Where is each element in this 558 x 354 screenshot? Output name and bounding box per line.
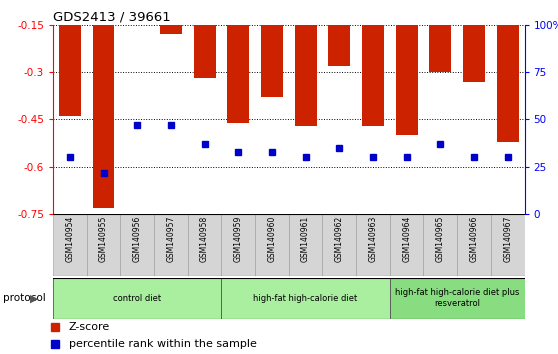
Text: GSM140955: GSM140955: [99, 216, 108, 262]
Text: protocol: protocol: [3, 293, 46, 303]
Text: percentile rank within the sample: percentile rank within the sample: [69, 339, 257, 349]
Text: GSM140961: GSM140961: [301, 216, 310, 262]
Bar: [289, 214, 323, 276]
Text: GSM140965: GSM140965: [436, 216, 445, 262]
Bar: [463, 25, 485, 82]
Bar: [261, 25, 283, 97]
Bar: [86, 214, 121, 276]
Text: GSM140958: GSM140958: [200, 216, 209, 262]
Text: GDS2413 / 39661: GDS2413 / 39661: [53, 11, 171, 24]
Bar: [194, 25, 215, 79]
Text: high-fat high-calorie diet: high-fat high-calorie diet: [253, 294, 358, 303]
Text: GSM140967: GSM140967: [503, 216, 512, 262]
Bar: [53, 214, 86, 276]
Bar: [356, 214, 390, 276]
Bar: [491, 214, 525, 276]
Bar: [227, 25, 249, 122]
Text: control diet: control diet: [113, 294, 161, 303]
Text: GSM140964: GSM140964: [402, 216, 411, 262]
Bar: [362, 25, 384, 126]
Text: GSM140966: GSM140966: [469, 216, 479, 262]
Bar: [323, 214, 356, 276]
Bar: [396, 25, 417, 135]
Bar: [255, 214, 289, 276]
Bar: [497, 25, 518, 142]
Text: GSM140954: GSM140954: [65, 216, 74, 262]
Bar: [295, 25, 316, 126]
Text: high-fat high-calorie diet plus
resveratrol: high-fat high-calorie diet plus resverat…: [395, 288, 519, 308]
Bar: [457, 214, 491, 276]
Text: GSM140960: GSM140960: [267, 216, 276, 262]
Bar: [222, 278, 390, 319]
Bar: [160, 25, 182, 34]
Bar: [53, 278, 222, 319]
Bar: [390, 278, 525, 319]
Text: GSM140956: GSM140956: [133, 216, 142, 262]
Text: Z-score: Z-score: [69, 321, 110, 332]
Bar: [121, 214, 154, 276]
Bar: [59, 25, 81, 116]
Text: GSM140959: GSM140959: [234, 216, 243, 262]
Bar: [93, 25, 114, 208]
Bar: [187, 214, 222, 276]
Bar: [222, 214, 255, 276]
Bar: [328, 25, 350, 66]
Text: GSM140957: GSM140957: [166, 216, 175, 262]
Text: GSM140963: GSM140963: [368, 216, 377, 262]
Text: ▶: ▶: [30, 293, 39, 303]
Text: GSM140962: GSM140962: [335, 216, 344, 262]
Bar: [390, 214, 424, 276]
Bar: [154, 214, 187, 276]
Bar: [424, 214, 457, 276]
Bar: [429, 25, 451, 72]
